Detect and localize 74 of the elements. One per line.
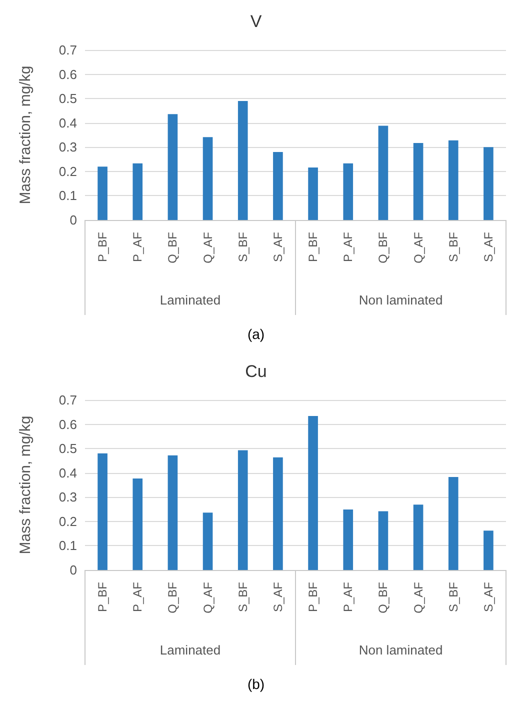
y-tick-label: 0.1	[58, 188, 77, 204]
y-tick-label: 0.6	[58, 66, 77, 82]
y-tick-label: 0.3	[58, 140, 77, 155]
y-axis-title: Mass fraction, mg/kg	[17, 416, 34, 554]
x-tick-label: S_BF	[236, 582, 250, 612]
y-tick-label: 0.7	[58, 392, 77, 408]
bar	[308, 416, 318, 570]
bar	[132, 478, 143, 570]
x-tick-label: Q_AF	[411, 232, 426, 264]
x-tick-label: S_BF	[236, 232, 250, 262]
bar	[202, 137, 213, 220]
bar	[413, 504, 424, 570]
text: Non laminated	[358, 292, 443, 308]
text: Laminated	[160, 292, 221, 308]
bar	[448, 140, 458, 220]
x-tick-label: S_AF	[481, 232, 496, 262]
x-tick-label: P_AF	[341, 232, 356, 262]
bar	[343, 163, 354, 220]
bar	[413, 143, 424, 220]
y-tick-label: 0	[70, 212, 77, 228]
y-tick-label: 0	[70, 562, 77, 578]
x-tick-label: Q_AF	[411, 582, 426, 614]
y-tick-label: 0.5	[58, 441, 77, 456]
text: Laminated	[160, 642, 221, 658]
y-tick-label: 0.5	[58, 91, 77, 106]
y-tick-label: 0.4	[58, 465, 77, 480]
x-tick-label: Q_BF	[166, 582, 180, 614]
bar	[238, 450, 248, 570]
x-tick-label: Q_BF	[166, 232, 180, 264]
bar	[484, 147, 494, 220]
chart-title: V	[250, 12, 262, 31]
x-tick-label: P_BF	[306, 232, 320, 262]
x-tick-label: P_BF	[96, 232, 110, 262]
x-tick-label: Q_AF	[200, 232, 215, 264]
y-tick-label: 0.7	[58, 42, 77, 58]
y-tick-label: 0.4	[58, 115, 77, 130]
bar	[448, 476, 458, 570]
y-axis-title: Mass fraction, mg/kg	[17, 66, 34, 204]
x-tick-label: P_AF	[341, 582, 356, 612]
bar	[238, 101, 248, 220]
y-tick-label: 0.2	[58, 164, 77, 179]
y-tick-label: 0.6	[58, 416, 77, 432]
y-tick-label: 0.1	[58, 538, 77, 554]
x-tick-label: P_BF	[96, 582, 110, 612]
x-tick-label: S_BF	[446, 232, 460, 262]
y-tick-label: 0.2	[58, 514, 77, 529]
x-tick-label: P_AF	[130, 582, 145, 612]
bar	[132, 163, 143, 220]
x-tick-label: Q_BF	[376, 232, 390, 264]
bar	[273, 457, 283, 570]
bar	[273, 152, 283, 220]
bar	[98, 166, 108, 220]
bar	[378, 511, 388, 570]
x-tick-label: S_AF	[270, 582, 285, 612]
text: Non laminated	[358, 642, 443, 658]
chart-title: Cu	[245, 362, 267, 381]
y-tick-label: 0.3	[58, 490, 77, 505]
x-tick-label: P_AF	[130, 232, 145, 262]
x-tick-label: P_BF	[306, 582, 320, 612]
x-tick-label: Q_AF	[200, 582, 215, 614]
x-tick-label: S_BF	[446, 582, 460, 612]
bar	[343, 510, 354, 570]
bar	[484, 530, 494, 570]
bar	[168, 455, 178, 570]
bar	[202, 512, 213, 570]
bar	[378, 126, 388, 220]
bar	[168, 114, 178, 220]
x-tick-label: S_AF	[270, 232, 285, 262]
text: (a)	[247, 326, 265, 342]
x-tick-label: Q_BF	[376, 582, 390, 614]
x-tick-label: S_AF	[481, 582, 496, 612]
text: (b)	[247, 676, 265, 692]
bar	[98, 453, 108, 570]
bar	[308, 168, 318, 220]
